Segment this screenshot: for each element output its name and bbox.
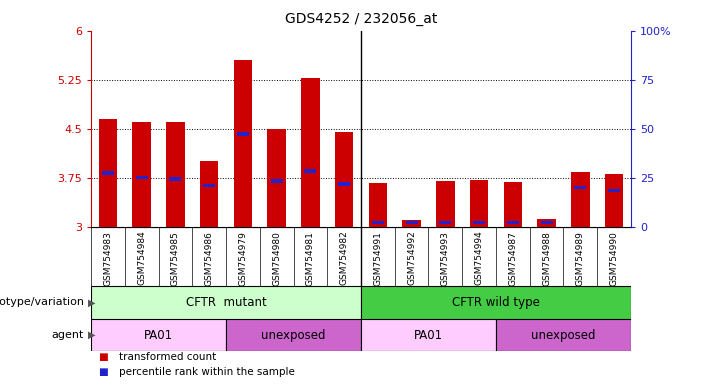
Bar — [338, 182, 350, 186]
Bar — [233, 60, 252, 227]
Bar — [503, 182, 522, 227]
Bar — [608, 189, 620, 192]
Bar — [605, 174, 623, 227]
Bar — [91, 286, 361, 319]
Bar — [440, 221, 451, 224]
Text: GSM754980: GSM754980 — [272, 231, 281, 286]
Bar — [271, 179, 283, 183]
Text: ■: ■ — [98, 352, 108, 362]
Bar — [406, 221, 418, 224]
Text: genotype/variation: genotype/variation — [0, 297, 84, 308]
Text: GSM754989: GSM754989 — [576, 231, 585, 286]
Bar — [237, 132, 249, 136]
Text: GSM754991: GSM754991 — [374, 231, 382, 286]
Text: CFTR  mutant: CFTR mutant — [186, 296, 266, 309]
Text: GSM754984: GSM754984 — [137, 231, 147, 285]
Bar — [99, 119, 117, 227]
Text: GSM754992: GSM754992 — [407, 231, 416, 285]
Text: GSM754983: GSM754983 — [104, 231, 112, 286]
Bar — [402, 220, 421, 227]
Bar — [203, 184, 215, 187]
Bar — [132, 122, 151, 227]
Bar — [473, 221, 485, 224]
Bar — [267, 129, 286, 227]
Bar — [507, 221, 519, 224]
Bar — [166, 122, 185, 227]
Bar — [361, 286, 631, 319]
Bar — [136, 176, 148, 179]
Text: transformed count: transformed count — [119, 352, 217, 362]
Text: GSM754979: GSM754979 — [238, 231, 247, 286]
Bar — [470, 180, 489, 227]
Bar — [335, 132, 353, 227]
Text: GSM754985: GSM754985 — [171, 231, 180, 286]
Text: ▶: ▶ — [88, 330, 95, 340]
Text: GSM754986: GSM754986 — [205, 231, 214, 286]
Bar — [571, 172, 590, 227]
Text: GSM754990: GSM754990 — [610, 231, 618, 286]
Bar — [496, 319, 631, 351]
Text: PA01: PA01 — [414, 329, 443, 341]
Bar — [226, 319, 361, 351]
Text: PA01: PA01 — [144, 329, 173, 341]
Bar — [301, 78, 320, 227]
Bar — [304, 169, 316, 173]
Text: ■: ■ — [98, 367, 108, 377]
Bar — [361, 319, 496, 351]
Bar — [91, 319, 226, 351]
Text: GSM754987: GSM754987 — [508, 231, 517, 286]
Bar — [574, 185, 586, 189]
Text: ▶: ▶ — [88, 297, 95, 308]
Bar — [540, 221, 552, 224]
Text: GSM754981: GSM754981 — [306, 231, 315, 286]
Bar — [372, 221, 384, 224]
Text: agent: agent — [52, 330, 84, 340]
Bar — [436, 181, 455, 227]
Bar — [170, 177, 182, 181]
Bar — [537, 219, 556, 227]
Bar — [102, 171, 114, 175]
Text: unexposed: unexposed — [531, 329, 596, 341]
Text: unexposed: unexposed — [261, 329, 326, 341]
Text: CFTR wild type: CFTR wild type — [452, 296, 540, 309]
Text: GSM754982: GSM754982 — [340, 231, 348, 285]
Text: GSM754993: GSM754993 — [441, 231, 450, 286]
Bar — [200, 161, 219, 227]
Bar — [369, 183, 387, 227]
Text: GDS4252 / 232056_at: GDS4252 / 232056_at — [285, 12, 437, 25]
Text: percentile rank within the sample: percentile rank within the sample — [119, 367, 295, 377]
Text: GSM754994: GSM754994 — [475, 231, 484, 285]
Text: GSM754988: GSM754988 — [542, 231, 551, 286]
